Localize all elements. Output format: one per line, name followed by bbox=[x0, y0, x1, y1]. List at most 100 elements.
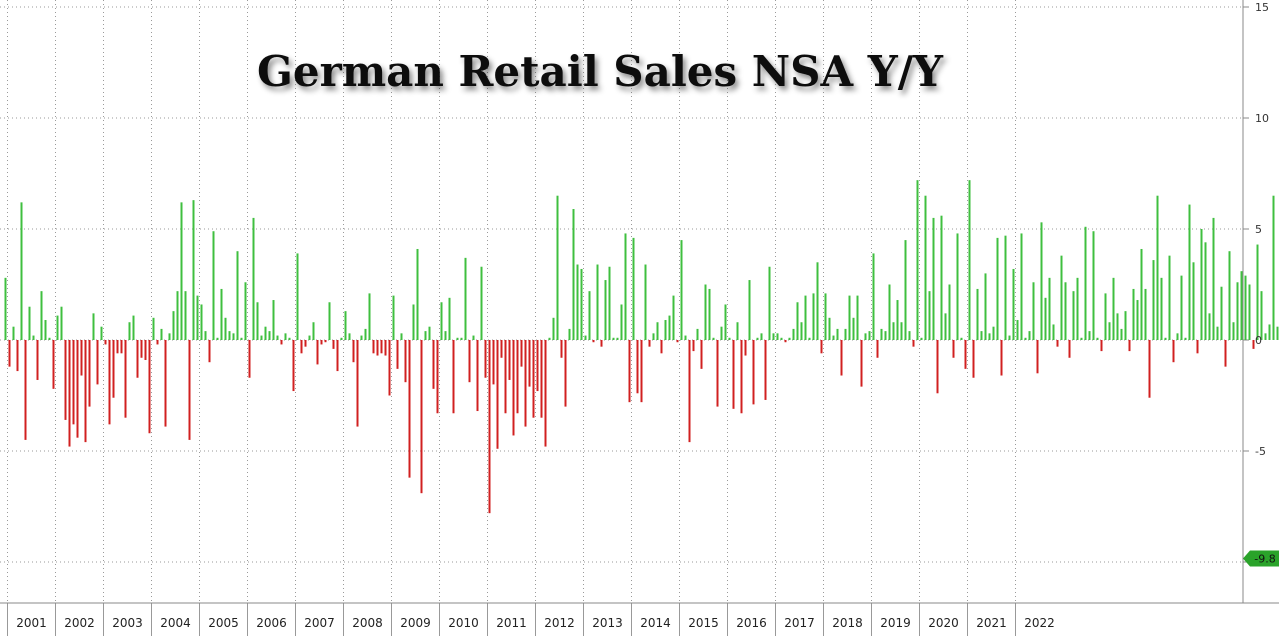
bar bbox=[468, 340, 471, 383]
bar bbox=[156, 340, 159, 345]
x-tick-label: 2001 bbox=[16, 616, 47, 630]
bar bbox=[276, 335, 279, 340]
x-tick-label: 2005 bbox=[208, 616, 239, 630]
bar bbox=[480, 266, 483, 340]
bar bbox=[840, 340, 843, 376]
bar bbox=[192, 200, 195, 340]
bar bbox=[128, 322, 131, 340]
bar bbox=[584, 335, 587, 340]
bar bbox=[496, 340, 499, 449]
bar bbox=[124, 340, 127, 418]
last-value-badge bbox=[1243, 550, 1279, 567]
bar bbox=[1260, 291, 1263, 340]
bar bbox=[1048, 277, 1051, 340]
bar bbox=[348, 333, 351, 340]
bar bbox=[1084, 226, 1087, 340]
bar bbox=[1108, 322, 1111, 340]
bar bbox=[700, 340, 703, 369]
bar bbox=[84, 340, 87, 443]
bar bbox=[1240, 271, 1243, 340]
bar bbox=[1256, 244, 1259, 340]
bar bbox=[564, 340, 567, 407]
bar bbox=[1184, 337, 1187, 340]
bar bbox=[936, 340, 939, 394]
bar bbox=[904, 240, 907, 340]
bar bbox=[72, 340, 75, 425]
bar bbox=[744, 340, 747, 356]
bar bbox=[32, 335, 35, 340]
bar bbox=[1024, 337, 1027, 340]
bar bbox=[356, 340, 359, 427]
bar bbox=[828, 317, 831, 340]
x-tick-label: 2019 bbox=[880, 616, 911, 630]
bar bbox=[528, 340, 531, 387]
bar bbox=[568, 328, 571, 340]
bar bbox=[660, 340, 663, 354]
bar bbox=[292, 340, 295, 392]
bar bbox=[760, 333, 763, 340]
bar bbox=[236, 251, 239, 340]
bar bbox=[1112, 277, 1115, 340]
grid bbox=[0, 0, 1249, 636]
bar bbox=[300, 340, 303, 354]
bar bbox=[120, 340, 123, 354]
bar bbox=[740, 340, 743, 414]
bar bbox=[852, 317, 855, 340]
bar bbox=[688, 340, 691, 443]
bar bbox=[116, 340, 119, 354]
bar bbox=[104, 340, 107, 345]
bar bbox=[500, 340, 503, 358]
bar bbox=[1152, 260, 1155, 340]
bar bbox=[1148, 340, 1151, 398]
bar bbox=[340, 337, 343, 340]
bar bbox=[160, 328, 163, 340]
bar bbox=[1116, 313, 1119, 340]
bar bbox=[764, 340, 767, 400]
bar bbox=[824, 293, 827, 340]
bar bbox=[1244, 275, 1247, 340]
bar bbox=[592, 340, 595, 343]
bar bbox=[572, 209, 575, 340]
bar bbox=[912, 340, 915, 347]
bar bbox=[896, 300, 899, 340]
bar bbox=[676, 340, 679, 343]
bar bbox=[240, 337, 243, 340]
bar bbox=[80, 340, 83, 376]
bar bbox=[204, 331, 207, 340]
bar bbox=[460, 337, 463, 340]
bar bbox=[736, 322, 739, 340]
bar bbox=[364, 328, 367, 340]
bar bbox=[884, 331, 887, 340]
bar bbox=[296, 253, 299, 340]
bar bbox=[316, 340, 319, 365]
bar bbox=[672, 295, 675, 340]
bar bbox=[220, 288, 223, 340]
x-tick-label: 2012 bbox=[544, 616, 575, 630]
bar bbox=[544, 340, 547, 447]
bar bbox=[1068, 340, 1071, 358]
bar bbox=[576, 264, 579, 340]
x-tick-label: 2009 bbox=[400, 616, 431, 630]
bar bbox=[244, 282, 247, 340]
bar bbox=[1268, 324, 1271, 340]
bar bbox=[908, 331, 911, 340]
bar bbox=[164, 340, 167, 427]
bar bbox=[696, 328, 699, 340]
bar bbox=[920, 337, 923, 340]
bar bbox=[380, 340, 383, 354]
bar bbox=[600, 340, 603, 347]
bar bbox=[248, 340, 251, 378]
bar bbox=[200, 304, 203, 340]
bar bbox=[532, 340, 535, 418]
bar bbox=[720, 326, 723, 340]
bar bbox=[508, 340, 511, 380]
bar bbox=[312, 322, 315, 340]
bar bbox=[140, 340, 143, 358]
bar bbox=[444, 331, 447, 340]
x-tick-label: 2022 bbox=[1024, 616, 1055, 630]
bar bbox=[308, 335, 311, 340]
bar bbox=[96, 340, 99, 385]
bar bbox=[212, 231, 215, 340]
bar bbox=[880, 328, 883, 340]
bar bbox=[652, 333, 655, 340]
